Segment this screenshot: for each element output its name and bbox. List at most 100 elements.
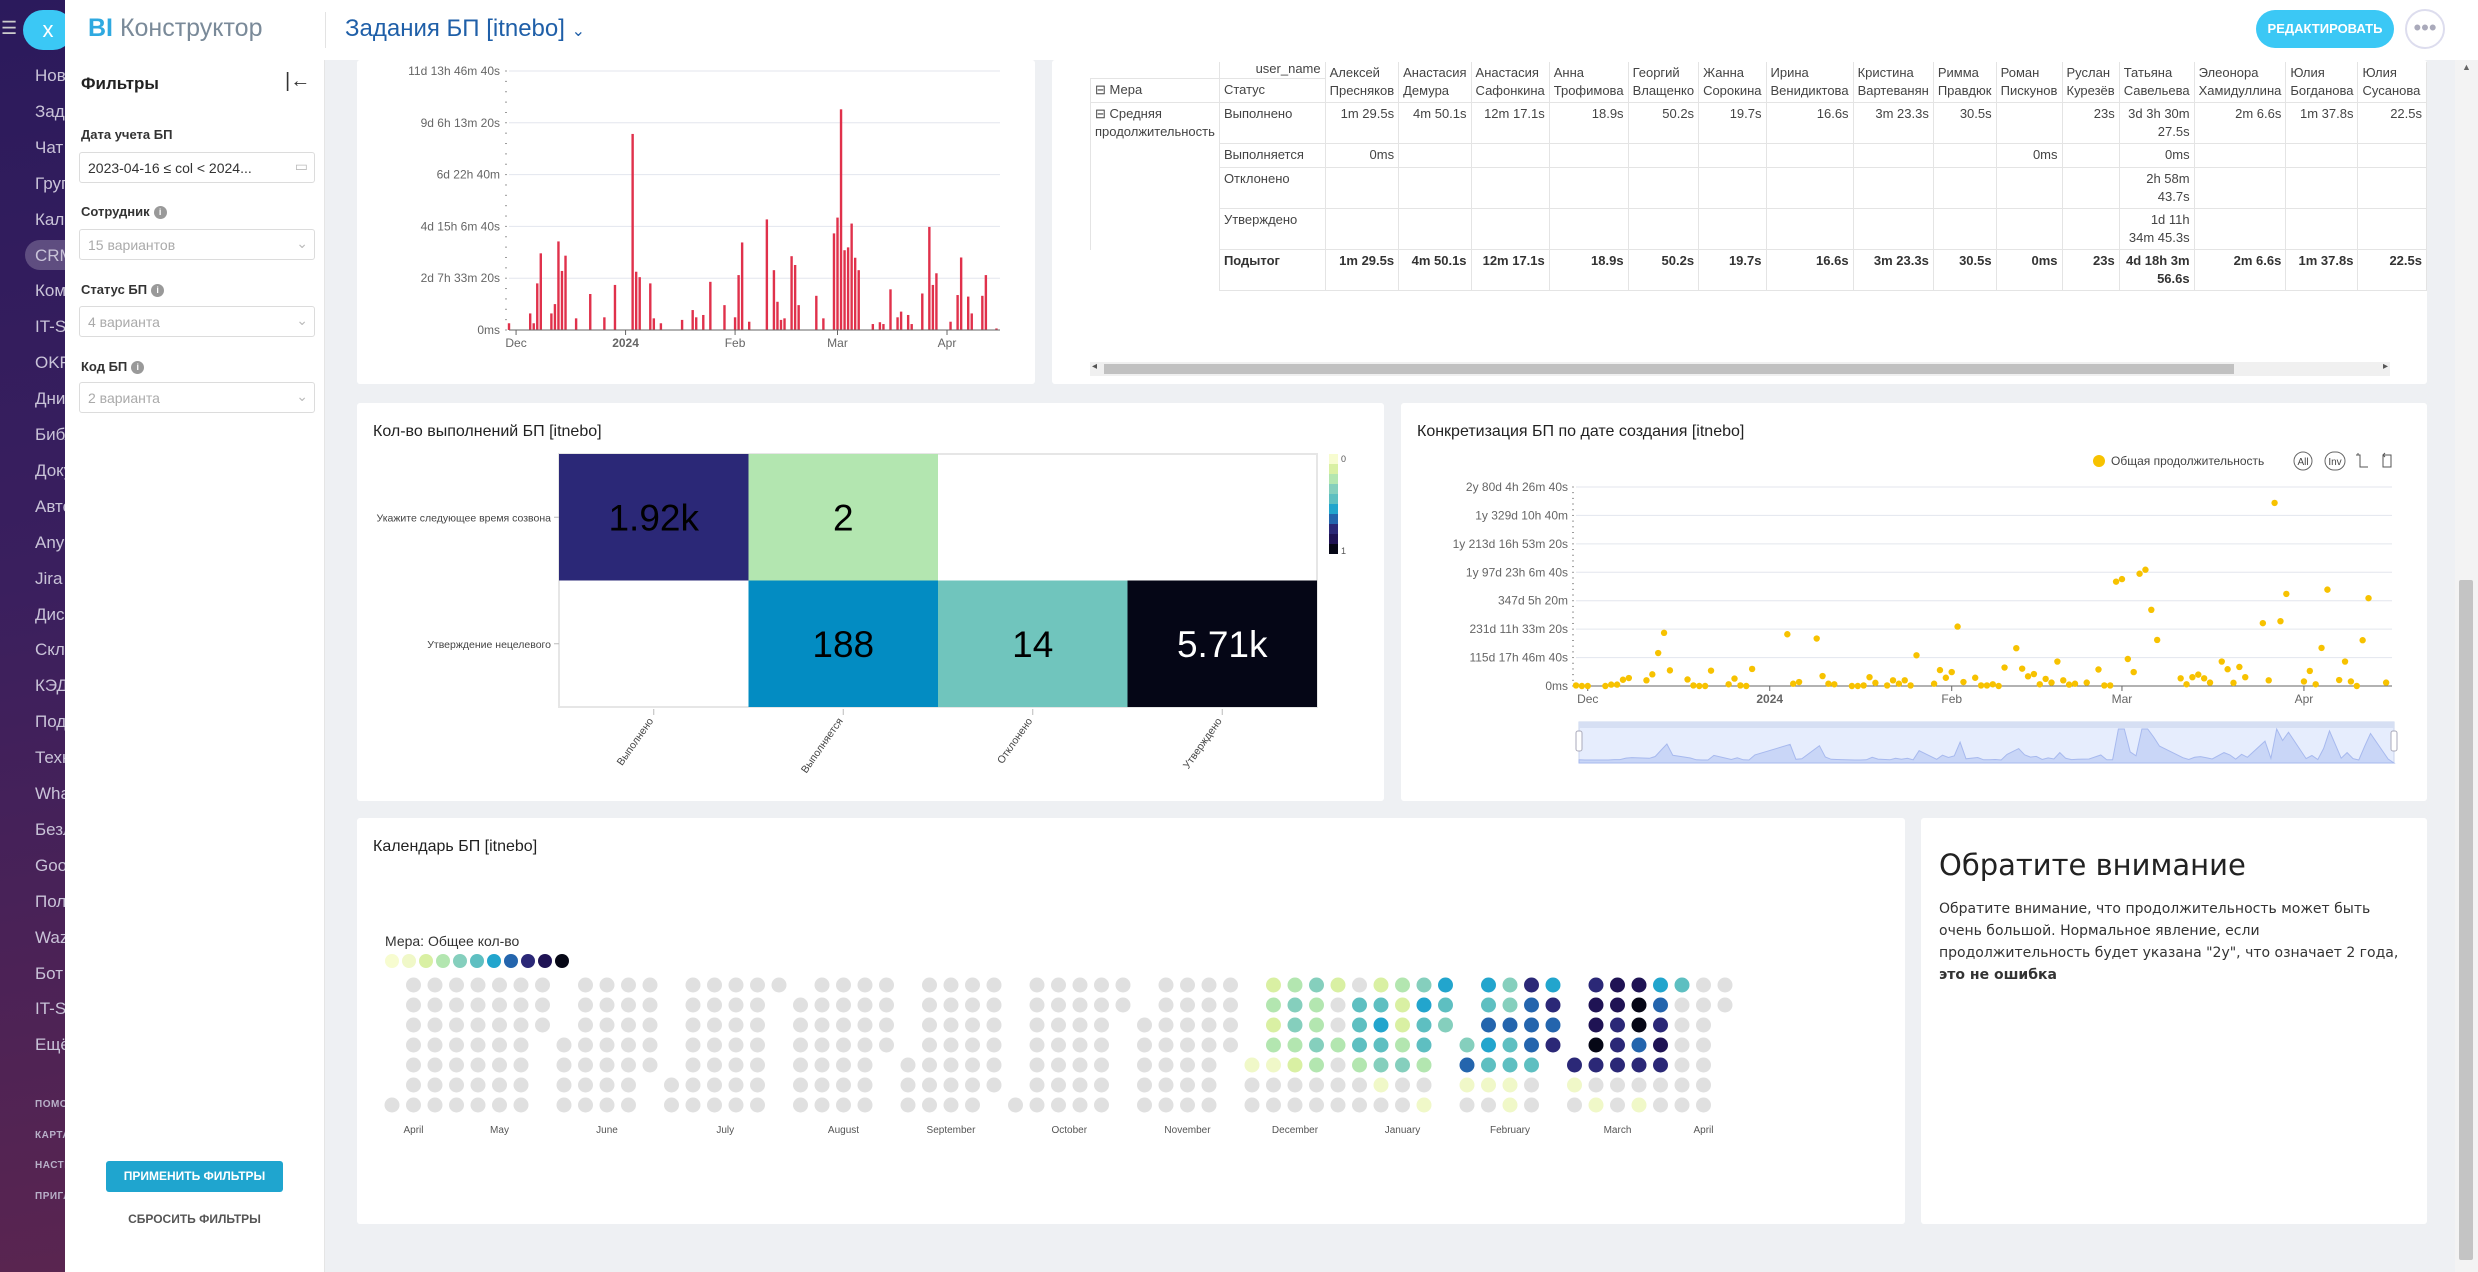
calendar-day — [1416, 977, 1432, 993]
calendar-day — [1330, 977, 1346, 993]
scroll-left-icon[interactable]: ◂ — [1092, 361, 1098, 372]
nav-item[interactable]: Техника — [35, 748, 65, 768]
value-cell — [1852, 208, 1934, 250]
calendar-day — [1201, 1077, 1217, 1093]
status-select[interactable]: 4 варианта ⌄ — [79, 306, 315, 337]
bar — [995, 328, 998, 330]
calendar-day — [986, 1037, 1002, 1053]
calendar-day — [1610, 997, 1625, 1013]
nav-item[interactable]: Документы — [35, 460, 65, 480]
nav-item[interactable]: WhatsApp — [35, 784, 65, 803]
nav-item[interactable]: CRM — [35, 245, 65, 265]
calendar-day — [1158, 1097, 1174, 1113]
nav-item[interactable]: Новости — [35, 66, 65, 85]
scrollbar-thumb[interactable] — [2459, 580, 2473, 1260]
calendar-day — [513, 1017, 529, 1033]
nav-item[interactable]: Задачи — [35, 101, 65, 121]
pivot-corner — [1091, 62, 1220, 79]
calendar-day — [1631, 1077, 1647, 1093]
nav-item[interactable]: Группы — [35, 173, 65, 193]
nav-footer-link[interactable]: ПРИГЛАСИТЬ — [35, 1190, 65, 1202]
employee-select[interactable]: 15 вариантов ⌄ — [79, 229, 315, 260]
scatter-point — [1696, 682, 1703, 690]
scroll-right-icon[interactable]: ▸ — [2382, 361, 2388, 372]
filters-title: Фильтры — [81, 74, 159, 93]
nav-item[interactable]: Диск — [35, 604, 65, 624]
nav-footer-link[interactable]: КАРТА САЙТА — [35, 1129, 65, 1141]
bar — [528, 313, 532, 330]
calendar-day — [599, 1057, 615, 1073]
slider-right-handle — [2390, 730, 2398, 752]
calendar-day — [1352, 1037, 1367, 1053]
nav-item[interactable]: Anyone — [35, 532, 65, 552]
nav-item[interactable]: Бот — [35, 963, 64, 983]
horizontal-scrollbar[interactable]: ◂ ▸ — [1090, 361, 2390, 376]
close-button[interactable]: x — [23, 10, 73, 50]
nav-item[interactable]: Ещё — [35, 1035, 65, 1055]
nav-item[interactable]: Google — [35, 855, 65, 875]
nav-item[interactable]: Поля — [35, 891, 65, 911]
calendar-day — [1395, 1057, 1410, 1073]
calendar-day — [1567, 1097, 1582, 1113]
hamburger-icon[interactable]: ☰ — [1, 18, 18, 38]
calendar-day — [1567, 1077, 1582, 1093]
calendar-day — [685, 977, 701, 993]
scrollbar-thumb[interactable] — [1104, 364, 2234, 374]
pivot-column-header: Алексей Пресняков — [1324, 62, 1400, 103]
nav-item[interactable]: IT-Solutions — [35, 999, 65, 1019]
nav-item[interactable]: Подписи — [35, 712, 65, 732]
nav-item[interactable]: IT-Sotrudnik — [35, 317, 65, 337]
info-icon[interactable]: i — [151, 284, 165, 297]
measure-cell: ⊟ Средняя продолжительность — [1090, 102, 1220, 250]
dashboard-title-dropdown[interactable]: Задания БП [itnebo] ⌄ — [345, 15, 585, 43]
calendar-day — [943, 997, 959, 1013]
nav-item[interactable]: Wazzup — [35, 927, 65, 947]
reset-filters-button[interactable]: СБРОСИТЬ ФИЛЬТРЫ — [128, 1212, 261, 1226]
cell-label: 188 — [812, 624, 874, 665]
nav-item[interactable]: Библиотека — [35, 425, 65, 444]
value-cell: 0ms — [1995, 249, 2063, 291]
bar — [733, 317, 737, 330]
nav-item[interactable]: OKR — [35, 353, 65, 373]
nav-item[interactable]: Безлимит — [35, 819, 65, 839]
info-icon[interactable]: i — [131, 361, 145, 374]
calendar-day — [535, 1017, 550, 1033]
scroll-up-icon[interactable]: ▲ — [2462, 62, 2471, 72]
collapse-icon[interactable]: ⊟ — [1095, 106, 1106, 121]
date-range-input[interactable]: 2023-04-16 ≤ col < 2024... ▭ — [79, 152, 315, 183]
nav-item[interactable]: Склад — [35, 640, 65, 660]
bar — [765, 219, 769, 330]
code-select[interactable]: 2 варианта ⌄ — [79, 382, 315, 413]
nav-item[interactable]: Автоматизация — [35, 496, 65, 516]
collapse-panel-icon[interactable]: |← — [285, 70, 311, 92]
more-button[interactable]: ••• — [2405, 9, 2445, 49]
nav-item[interactable]: КЭДО — [35, 676, 65, 696]
info-icon[interactable]: i — [153, 206, 167, 219]
legend-marker — [2093, 455, 2105, 467]
bar — [896, 317, 899, 330]
nav-item[interactable]: Календарь — [35, 209, 65, 229]
calendar-day — [900, 1057, 916, 1073]
value-cell: 23s — [2061, 249, 2120, 291]
month-label: November — [1164, 1125, 1211, 1136]
edit-button[interactable]: РЕДАКТИРОВАТЬ — [2256, 10, 2394, 48]
bar — [737, 275, 740, 330]
calendar-day — [986, 1057, 1002, 1073]
scatter-point — [2018, 665, 2026, 672]
collapse-icon[interactable]: ⊟ — [1095, 82, 1106, 98]
value-cell: 1m 37.8s — [2285, 249, 2359, 291]
nav-footer-link[interactable]: ПОМОЩЬ — [35, 1099, 65, 1110]
bar — [850, 223, 853, 330]
page-scrollbar[interactable]: ▲ — [2455, 60, 2478, 1272]
calendar-title: Календарь БП [itnebo] — [373, 838, 538, 855]
calendar-day — [1029, 1057, 1045, 1073]
inverse-button-label: Inv — [2328, 457, 2341, 468]
apply-filters-button[interactable]: ПРИМЕНИТЬ ФИЛЬТРЫ — [106, 1161, 283, 1192]
nav-item[interactable]: Дни рождения — [35, 389, 65, 409]
nav-item[interactable]: Компания — [35, 281, 65, 301]
value-cell — [2193, 167, 2287, 209]
nav-item[interactable]: Чат и звонки — [35, 137, 65, 157]
x-tick-label: 2024 — [1756, 692, 1783, 706]
nav-item[interactable]: Jira — [35, 568, 63, 588]
nav-footer-link[interactable]: НАСТРОЙКИ — [35, 1160, 65, 1171]
